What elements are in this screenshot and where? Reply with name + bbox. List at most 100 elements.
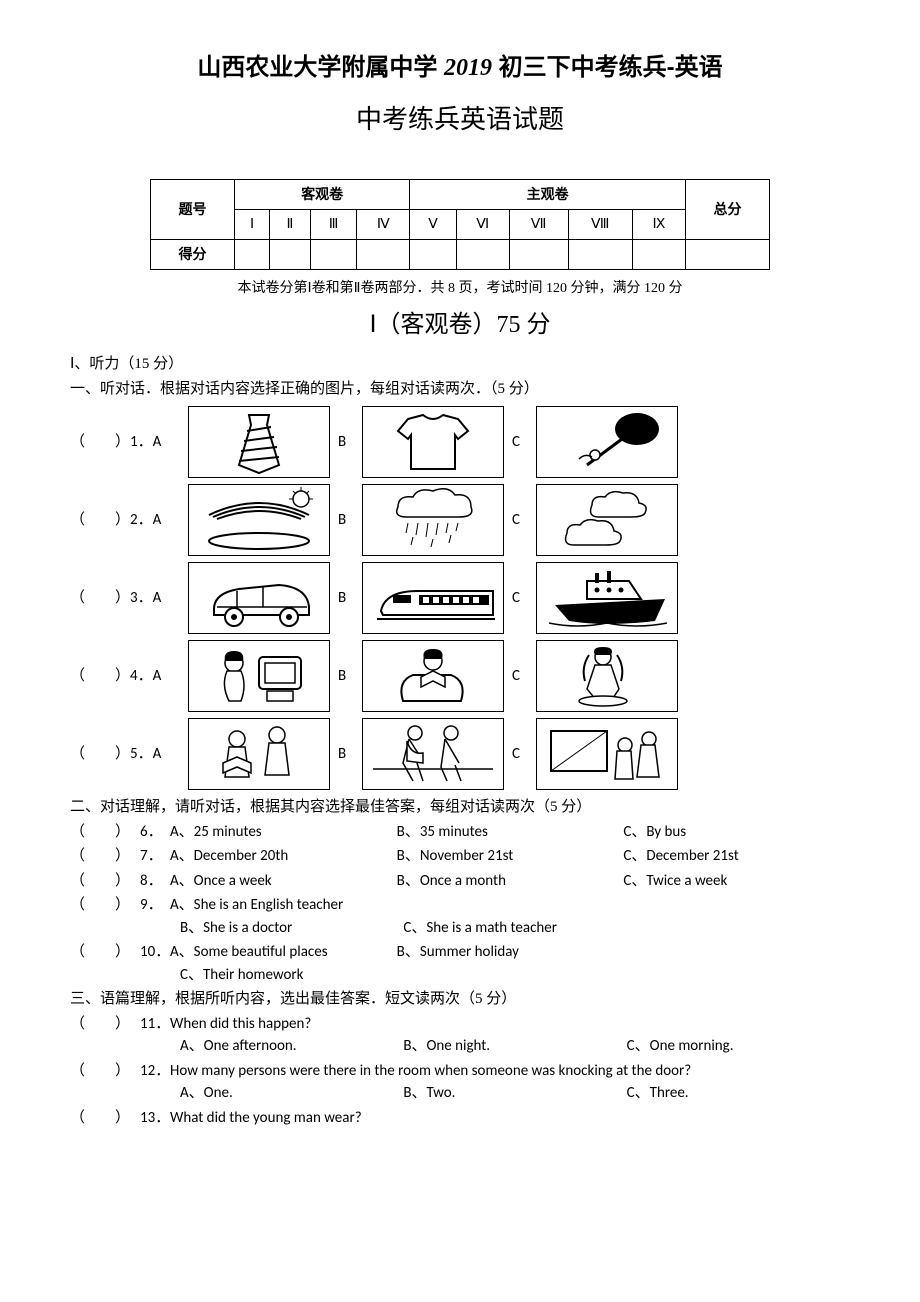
option-picture-train bbox=[362, 562, 504, 634]
option-c: C、By bus bbox=[623, 821, 850, 844]
racket-icon bbox=[537, 407, 677, 477]
option-picture-car bbox=[188, 562, 330, 634]
listening-header: Ⅰ、听力（15 分） bbox=[70, 353, 850, 376]
option-a: A、One. bbox=[180, 1082, 403, 1105]
question-number: 8． bbox=[140, 870, 170, 893]
question-number: 11． bbox=[140, 1013, 170, 1036]
option-a: A、One afternoon. bbox=[180, 1035, 403, 1058]
car-icon bbox=[189, 563, 329, 633]
option-c: C、Their homework bbox=[180, 964, 303, 987]
score-cell bbox=[632, 240, 685, 270]
question-label: （ ）1．A bbox=[70, 431, 180, 454]
question-8: （ ） 8． A、Once a week B、Once a month C、Tw… bbox=[70, 870, 850, 893]
col-5: Ⅴ bbox=[410, 210, 456, 240]
row-header-number: 题号 bbox=[151, 180, 235, 240]
total-header: 总分 bbox=[685, 180, 769, 240]
option-c: C、Three. bbox=[627, 1082, 850, 1105]
option-letter: C bbox=[512, 665, 528, 688]
option-picture-ship bbox=[536, 562, 678, 634]
score-cell bbox=[509, 240, 568, 270]
option-a: A、Some beautiful places bbox=[170, 941, 397, 964]
question-label: （ ）4．A bbox=[70, 665, 180, 688]
option-picture-rain bbox=[362, 484, 504, 556]
two-reading-icon bbox=[189, 719, 329, 789]
picture-question-row: （ ）1．A B C bbox=[70, 406, 850, 478]
option-b: B、One night. bbox=[403, 1035, 626, 1058]
option-picture-watching-tv bbox=[536, 718, 678, 790]
question-11: （ ） 11． When did this happen? A、One afte… bbox=[70, 1013, 850, 1058]
option-b: B、35 minutes bbox=[397, 821, 624, 844]
option-picture-tie bbox=[188, 406, 330, 478]
col-8: Ⅷ bbox=[568, 210, 632, 240]
document-subtitle: 中考练兵英语试题 bbox=[70, 100, 850, 139]
option-a: A、Once a week bbox=[170, 870, 397, 893]
answer-blank: （ ） bbox=[70, 870, 140, 893]
option-picture-two-walking bbox=[362, 718, 504, 790]
exam-note: 本试卷分第Ⅰ卷和第Ⅱ卷两部分．共 8 页，考试时间 120 分钟，满分 120 … bbox=[70, 278, 850, 299]
score-cell bbox=[456, 240, 509, 270]
col-9: Ⅸ bbox=[632, 210, 685, 240]
question-7: （ ） 7． A、December 20th B、November 21st C… bbox=[70, 845, 850, 868]
question-number: 12． bbox=[140, 1060, 170, 1083]
score-cell bbox=[270, 240, 311, 270]
question-9: （ ） 9． A、She is an English teacher B、She… bbox=[70, 894, 850, 939]
question-label: （ ）2．A bbox=[70, 509, 180, 532]
score-cell bbox=[310, 240, 356, 270]
title-prefix: 山西农业大学附属中学 bbox=[197, 54, 444, 81]
picture-question-row: （ ）5．A B C bbox=[70, 718, 850, 790]
picture-question-row: （ ）4．A B C bbox=[70, 640, 850, 712]
option-picture-girl-reading bbox=[362, 640, 504, 712]
option-picture-tshirt bbox=[362, 406, 504, 478]
rain-icon bbox=[363, 485, 503, 555]
question-number: 13． bbox=[140, 1107, 170, 1130]
option-letter: B bbox=[338, 587, 354, 610]
picture-question-row: （ ）2．A B C bbox=[70, 484, 850, 556]
col-7: Ⅶ bbox=[509, 210, 568, 240]
table-row: Ⅰ Ⅱ Ⅲ Ⅳ Ⅴ Ⅵ Ⅶ Ⅷ Ⅸ bbox=[151, 210, 770, 240]
option-picture-cloudy bbox=[536, 484, 678, 556]
option-picture-sunny bbox=[188, 484, 330, 556]
two-walking-icon bbox=[363, 719, 503, 789]
score-cell bbox=[235, 240, 270, 270]
answer-blank: （ ） bbox=[70, 821, 140, 844]
score-cell bbox=[685, 240, 769, 270]
question-label: （ ）3．A bbox=[70, 587, 180, 610]
part-3-header: 三、语篇理解，根据所听内容，选出最佳答案．短文读两次（5 分） bbox=[70, 988, 850, 1011]
option-b: B、Once a month bbox=[397, 870, 624, 893]
rainbow-sun-icon bbox=[189, 485, 329, 555]
col-1: Ⅰ bbox=[235, 210, 270, 240]
question-10: （ ） 10． A、Some beautiful places B、Summer… bbox=[70, 941, 850, 986]
section-1-title: Ⅰ（客观卷）75 分 bbox=[70, 307, 850, 343]
part-2-header: 二、对话理解，请听对话，根据其内容选择最佳答案，每组对话读两次（5 分） bbox=[70, 796, 850, 819]
watching-tv-icon bbox=[537, 719, 677, 789]
option-letter: C bbox=[512, 743, 528, 766]
question-stem: How many persons were there in the room … bbox=[170, 1060, 691, 1083]
answer-blank: （ ） bbox=[70, 1060, 140, 1083]
row-header-score: 得分 bbox=[151, 240, 235, 270]
option-letter: B bbox=[338, 665, 354, 688]
question-label: （ ）5．A bbox=[70, 743, 180, 766]
option-c: C、December 21st bbox=[623, 845, 850, 868]
option-b: B、Summer holiday bbox=[397, 941, 624, 964]
question-13: （ ） 13． What did the young man wear? bbox=[70, 1107, 850, 1130]
question-stem: When did this happen? bbox=[170, 1013, 311, 1036]
answer-blank: （ ） bbox=[70, 845, 140, 868]
answer-blank: （ ） bbox=[70, 1013, 140, 1036]
tshirt-icon bbox=[363, 407, 503, 477]
option-letter: C bbox=[512, 509, 528, 532]
question-6: （ ） 6． A、25 minutes B、35 minutes C、By bu… bbox=[70, 821, 850, 844]
clouds-icon bbox=[537, 485, 677, 555]
answer-blank: （ ） bbox=[70, 1107, 140, 1130]
train-icon bbox=[363, 563, 503, 633]
col-4: Ⅳ bbox=[357, 210, 410, 240]
question-number: 9． bbox=[140, 894, 170, 917]
girl-reading-icon bbox=[363, 641, 503, 711]
score-cell bbox=[410, 240, 456, 270]
option-letter: C bbox=[512, 431, 528, 454]
ship-icon bbox=[537, 563, 677, 633]
group-header-objective: 客观卷 bbox=[235, 180, 410, 210]
option-picture-girl-computer bbox=[188, 640, 330, 712]
option-c: C、Twice a week bbox=[623, 870, 850, 893]
option-letter: B bbox=[338, 743, 354, 766]
col-2: Ⅱ bbox=[270, 210, 311, 240]
